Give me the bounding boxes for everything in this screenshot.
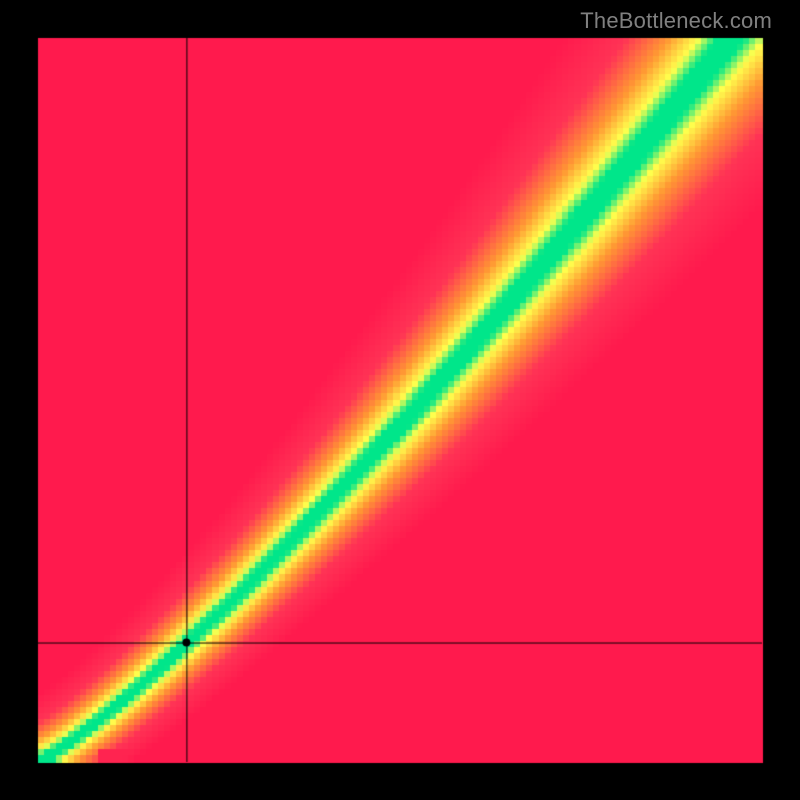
watermark-text: TheBottleneck.com	[580, 8, 772, 34]
chart-container: TheBottleneck.com	[0, 0, 800, 800]
bottleneck-heatmap	[0, 0, 800, 800]
